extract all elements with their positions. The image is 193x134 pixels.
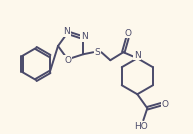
Text: HO: HO — [135, 122, 148, 131]
Text: O: O — [125, 29, 132, 38]
Text: O: O — [64, 56, 71, 65]
Text: O: O — [162, 100, 169, 109]
Text: N: N — [81, 32, 88, 41]
Text: S: S — [94, 48, 100, 57]
Text: N: N — [63, 27, 70, 36]
Text: N: N — [134, 51, 141, 60]
